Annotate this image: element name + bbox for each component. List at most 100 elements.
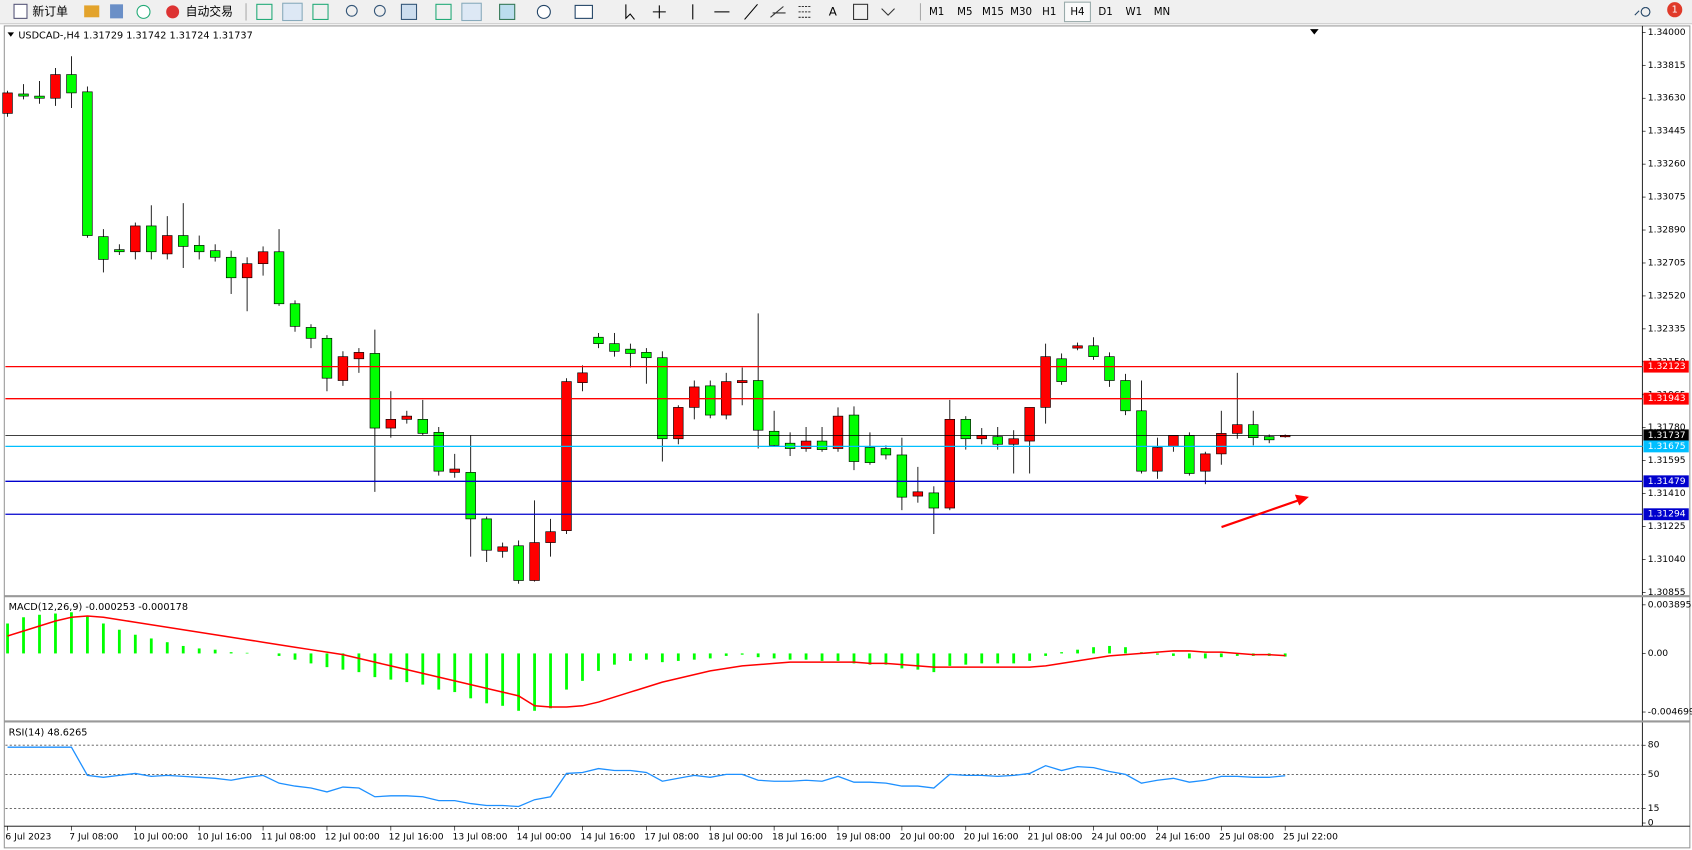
y-tick-label: 1.34000 xyxy=(1648,27,1686,38)
candle-body xyxy=(1232,424,1243,434)
arrow-annotation xyxy=(1221,494,1309,529)
candle-body xyxy=(353,352,365,360)
candle-body xyxy=(34,95,45,99)
zoom-out-icon[interactable] xyxy=(373,4,386,17)
templates-icon[interactable] xyxy=(574,4,593,19)
candle-body xyxy=(1168,435,1179,447)
x-tick-label: 11 Jul 08:00 xyxy=(261,832,316,843)
candle-body xyxy=(1184,435,1195,474)
candle-body xyxy=(1104,356,1115,381)
timeframe-button[interactable]: W1 xyxy=(1125,6,1142,18)
price-level-tag xyxy=(1643,475,1689,488)
periods-icon[interactable] xyxy=(536,4,551,19)
fibo-icon[interactable] xyxy=(798,5,812,18)
x-tick-label: 25 Jul 22:00 xyxy=(1283,832,1338,843)
x-tick-label: 19 Jul 08:00 xyxy=(836,832,891,843)
auto-trading-label[interactable]: 自动交易 xyxy=(186,4,233,18)
text-tool-icon[interactable]: A xyxy=(829,4,838,18)
new-order-label[interactable]: 新订单 xyxy=(32,4,68,18)
candle-body xyxy=(545,531,556,543)
timeframe-button[interactable]: M5 xyxy=(957,6,972,18)
candle-body xyxy=(178,235,189,247)
new-order-button[interactable]: 新订单 xyxy=(13,3,68,19)
book-icon[interactable] xyxy=(110,4,124,19)
active-timeframe-frame[interactable] xyxy=(1063,1,1091,23)
price-level-tag xyxy=(1643,440,1689,453)
y-tick-label: -0.004699 xyxy=(1648,707,1692,718)
candle-body xyxy=(960,419,971,440)
line-chart-icon[interactable] xyxy=(312,3,329,20)
x-tick-label: 6 Jul 2023 xyxy=(5,832,51,843)
globe-icon[interactable] xyxy=(136,4,151,19)
candle-body xyxy=(497,546,508,552)
symbol-menu-arrow[interactable] xyxy=(7,32,15,37)
y-tick-label: 1.32520 xyxy=(1648,290,1686,301)
search-icon[interactable] xyxy=(1634,7,1651,17)
timeframe-button[interactable]: MN xyxy=(1154,6,1171,18)
shift-icon[interactable] xyxy=(461,2,482,22)
autoscroll-icon[interactable] xyxy=(435,3,452,20)
arrows-icon[interactable] xyxy=(881,8,895,16)
tile-icon[interactable] xyxy=(400,3,418,20)
candle-body xyxy=(481,518,492,551)
candle-body xyxy=(673,407,684,440)
candle-body xyxy=(1264,436,1275,441)
timeframe-button[interactable]: D1 xyxy=(1098,6,1112,18)
macd-title: MACD(12,26,9) -0.000253 -0.000178 xyxy=(9,602,188,613)
auto-trading-button[interactable]: 自动交易 xyxy=(166,4,233,18)
gold-icon[interactable] xyxy=(84,5,100,18)
timeframe-bar: M1 M5 M15 M30 H1 H4 D1 W1 MN xyxy=(929,1,1171,23)
candle-body xyxy=(2,92,13,114)
notification-badge[interactable] xyxy=(1667,2,1683,18)
timeframe-button[interactable]: M15 xyxy=(982,6,1004,18)
x-tick-label: 14 Jul 16:00 xyxy=(580,832,635,843)
candle-body xyxy=(433,432,444,472)
candle-body xyxy=(705,385,716,416)
y-tick-label: 1.32890 xyxy=(1648,225,1686,236)
candle-body xyxy=(816,440,828,450)
zoom-in-icon[interactable] xyxy=(345,4,358,17)
candle-body xyxy=(832,415,844,449)
timeframe-button[interactable]: H4 xyxy=(1070,6,1084,18)
candle-body xyxy=(1008,438,1019,445)
price-level-label: 1.31294 xyxy=(1648,509,1686,520)
arrow-shaft xyxy=(1221,499,1300,529)
candle-body xyxy=(369,353,381,429)
indicators-icon[interactable] xyxy=(499,3,516,20)
x-tick-label: 17 Jul 08:00 xyxy=(644,832,699,843)
candle-body xyxy=(625,348,636,354)
price-level-label: 1.32123 xyxy=(1648,361,1686,372)
candle-body xyxy=(928,492,940,509)
rsi-title: RSI(14) 48.6265 xyxy=(9,727,88,738)
new-order-icon xyxy=(13,3,28,19)
cursor-icon[interactable] xyxy=(625,4,635,20)
candle-body xyxy=(273,251,285,305)
candle-body xyxy=(561,381,572,531)
candle-body xyxy=(1120,380,1131,412)
y-tick-label: 1.31040 xyxy=(1648,554,1686,565)
candle-body xyxy=(50,74,61,99)
timeframe-button[interactable]: H1 xyxy=(1042,6,1056,18)
candle-body xyxy=(1088,345,1099,357)
timeframe-button[interactable]: M1 xyxy=(929,6,944,18)
macd-signal-line xyxy=(7,615,1286,708)
candle-body xyxy=(800,440,812,449)
y-tick-label: 15 xyxy=(1648,803,1660,814)
price-level-label: 1.31737 xyxy=(1648,430,1686,441)
bar-chart-icon[interactable] xyxy=(256,3,273,20)
toolbar: 新订单 自动交易 A 1 xyxy=(0,0,1692,25)
candle-body xyxy=(944,419,955,509)
price-level-tag xyxy=(1643,429,1689,442)
candle-body xyxy=(896,454,908,498)
crosshair-icon[interactable] xyxy=(652,5,666,19)
timeframe-button[interactable]: M30 xyxy=(1010,6,1032,18)
label-tool-icon[interactable] xyxy=(853,3,869,20)
channel-icon[interactable] xyxy=(770,6,786,18)
candle-body xyxy=(609,343,620,352)
candle-body xyxy=(289,303,301,327)
x-tick-label: 20 Jul 16:00 xyxy=(964,832,1019,843)
candle-body xyxy=(1136,410,1147,472)
candle-chart-icon[interactable] xyxy=(282,2,303,22)
trendline-icon[interactable] xyxy=(744,3,758,20)
candle-body xyxy=(1152,447,1163,472)
